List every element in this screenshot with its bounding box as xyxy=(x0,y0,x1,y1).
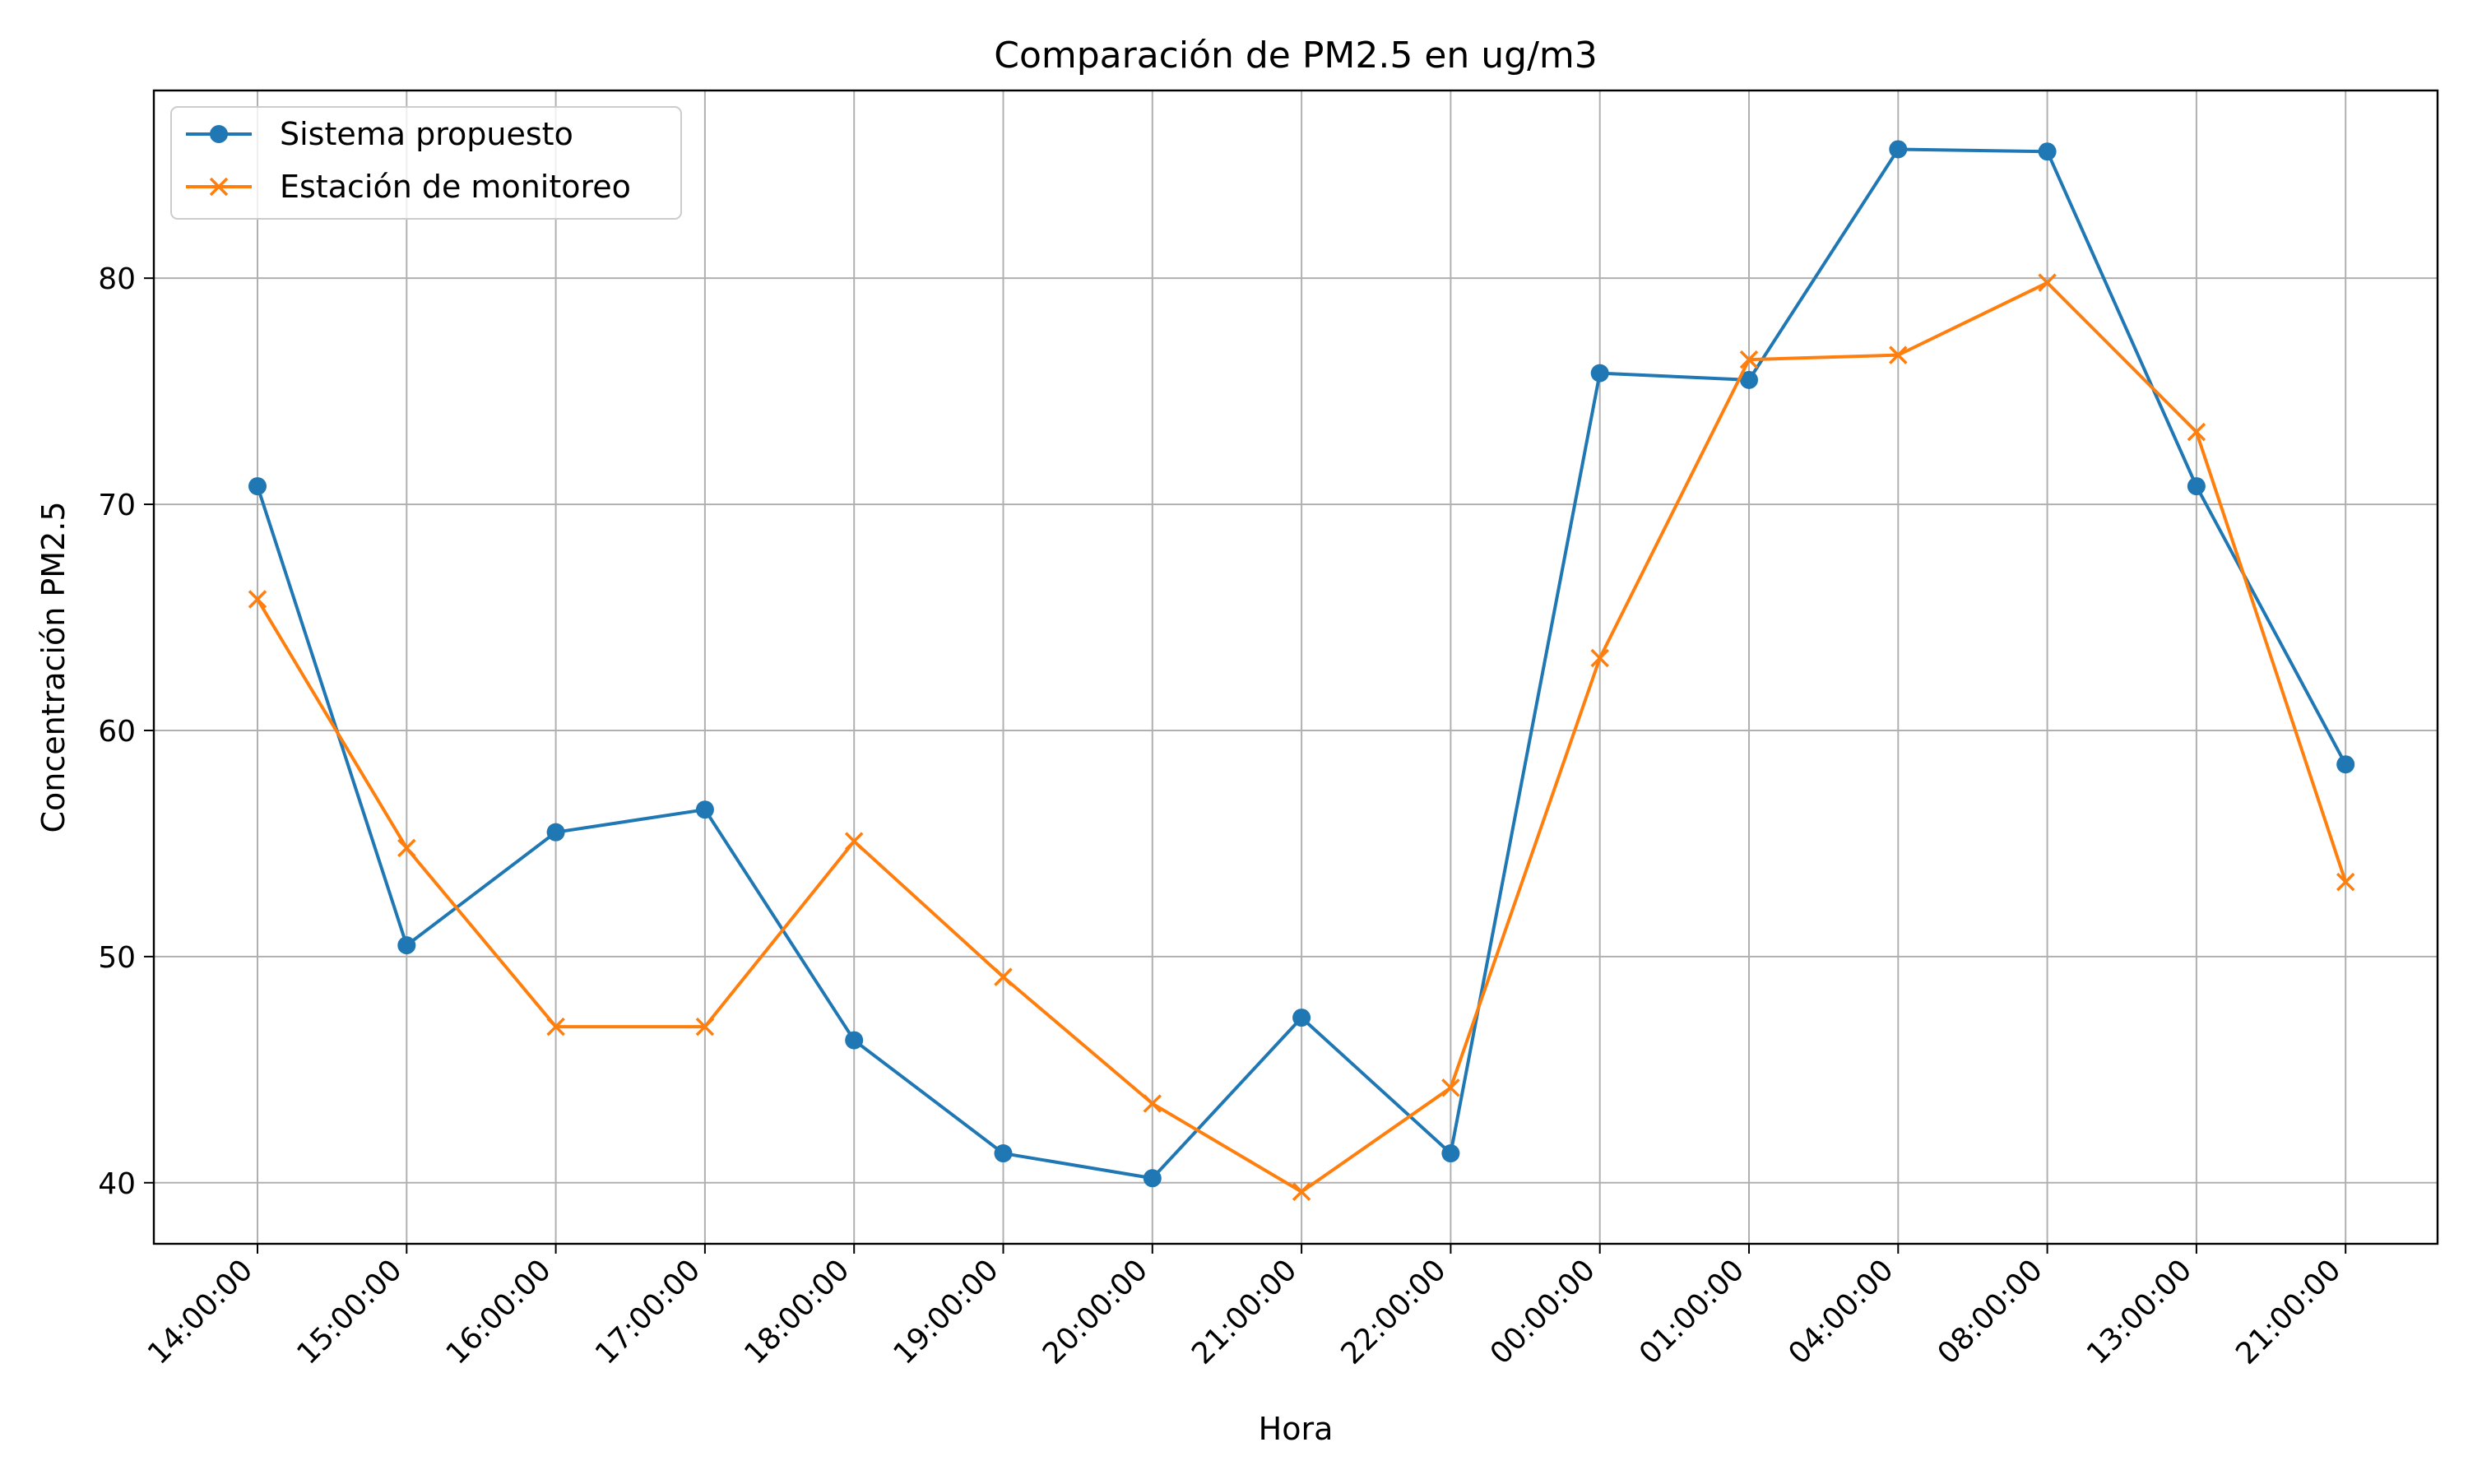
data-point xyxy=(2336,872,2355,892)
data-point xyxy=(1590,648,1609,668)
legend: Sistema propuesto Estación de monitoreo xyxy=(170,106,682,220)
marker-stroke xyxy=(2336,872,2355,892)
data-point xyxy=(845,1031,864,1050)
data-point xyxy=(2187,477,2206,496)
data-point xyxy=(1590,364,1609,383)
data-point xyxy=(1889,140,1908,159)
marker-stroke xyxy=(1143,1094,1162,1113)
marker-stroke xyxy=(994,967,1013,986)
legend-marker xyxy=(209,177,229,197)
data-point xyxy=(994,1144,1013,1163)
data-point xyxy=(1889,345,1908,364)
y-tick-label: 80 xyxy=(98,262,136,296)
marker-stroke xyxy=(844,832,864,851)
data-point xyxy=(844,832,864,851)
data-point xyxy=(1292,1182,1311,1202)
data-point xyxy=(248,590,267,609)
data-point xyxy=(1441,1144,1460,1163)
data-point xyxy=(695,1017,715,1036)
data-point xyxy=(695,800,714,819)
marker-stroke xyxy=(1590,648,1609,668)
y-tick-label: 50 xyxy=(98,941,136,975)
marker-stroke xyxy=(2187,422,2206,442)
data-point xyxy=(2336,755,2355,774)
data-point xyxy=(1739,350,1759,369)
data-point xyxy=(1441,1078,1460,1097)
data-point xyxy=(994,967,1013,986)
marker-stroke xyxy=(1441,1078,1460,1097)
data-point xyxy=(2038,142,2057,161)
data-point xyxy=(2187,422,2206,442)
data-point xyxy=(1143,1094,1162,1113)
data-point xyxy=(546,823,565,842)
data-point xyxy=(2038,273,2057,292)
marker-stroke xyxy=(1292,1182,1311,1202)
data-point xyxy=(1143,1169,1162,1188)
data-point xyxy=(397,936,416,955)
data-point xyxy=(248,477,267,496)
marker-stroke xyxy=(2038,273,2057,292)
data-point xyxy=(546,1017,565,1036)
data-point xyxy=(397,838,416,858)
marker-stroke xyxy=(695,1017,715,1036)
marker-stroke xyxy=(248,590,267,609)
x-axis-label: Hora xyxy=(1259,1411,1334,1447)
marker-stroke xyxy=(1739,350,1759,369)
legend-box xyxy=(170,106,682,220)
legend-label: Estación de monitoreo xyxy=(280,169,631,205)
marker-stroke xyxy=(546,1017,565,1036)
marker-stroke xyxy=(397,838,416,858)
y-tick-label: 40 xyxy=(98,1167,136,1201)
data-point xyxy=(1740,370,1758,389)
y-tick-label: 60 xyxy=(98,715,136,749)
data-point xyxy=(1292,1009,1311,1027)
marker-stroke xyxy=(1889,345,1908,364)
y-axis-label: Concentración PM2.5 xyxy=(35,501,72,832)
plot-frame xyxy=(152,89,2439,1245)
chart-title: Comparación de PM2.5 en ug/m3 xyxy=(994,35,1598,77)
legend-label: Sistema propuesto xyxy=(280,116,573,152)
legend-marker xyxy=(210,125,228,143)
y-tick-label: 70 xyxy=(98,489,136,522)
